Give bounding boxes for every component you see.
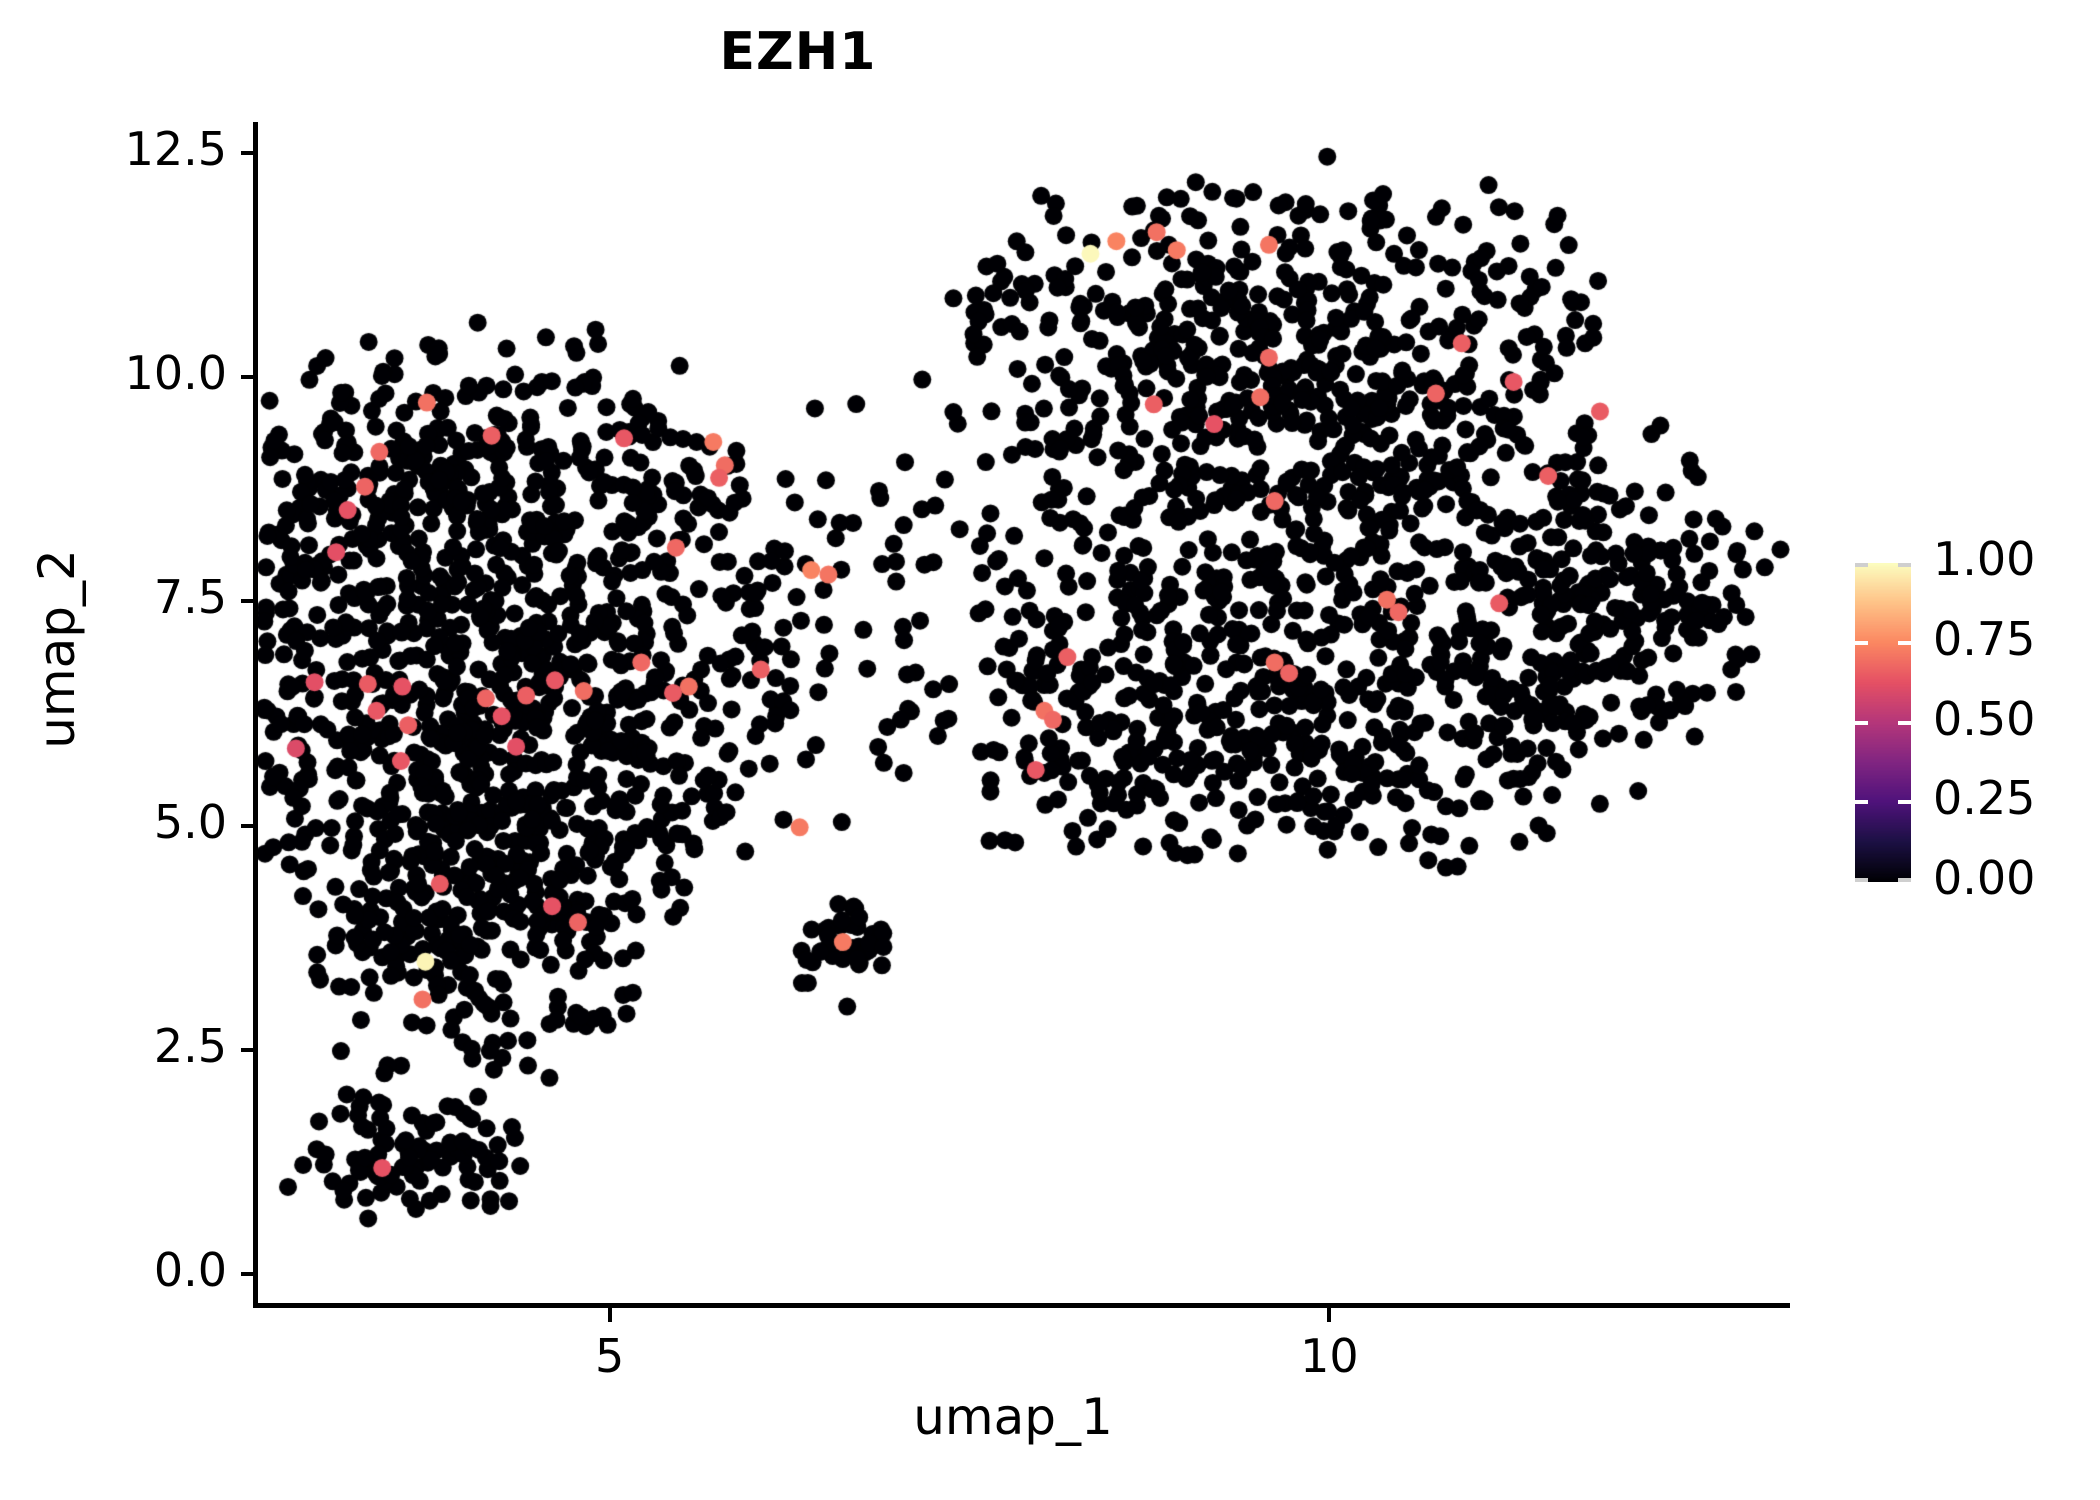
plot-area [257,122,1790,1305]
y-tick-mark [241,1047,255,1052]
colorbar-tick-label: 0.75 [1933,611,2036,666]
x-tick-mark [1327,1308,1332,1322]
colorbar-tick-mark [1898,800,1911,805]
x-tick-label: 10 [1300,1329,1359,1383]
page-title: EZH1 [0,22,2100,82]
plot-title-text: EZH1 [719,22,877,82]
y-tick-mark [241,823,255,828]
y-tick-mark [241,599,255,604]
x-axis-label: umap_1 [0,1388,2100,1446]
y-axis-label-text: umap_2 [28,549,86,749]
colorbar-tick-label: 1.00 [1933,532,2036,586]
y-tick-mark [241,1271,255,1276]
scatter-plot-canvas [257,122,1790,1305]
colorbar-tick-mark [1855,800,1868,805]
colorbar-tick-mark [1898,640,1911,645]
y-tick-label: 2.5 [153,1018,227,1073]
colorbar-tick-mark [1898,878,1911,882]
colorbar-tick-label: 0.50 [1933,691,2036,746]
colorbar-tick-label: 0.25 [1933,771,2036,826]
colorbar-tick-mark [1898,720,1911,725]
colorbar-tick-mark [1898,563,1911,567]
y-axis-label: umap_2 [28,399,86,899]
colorbar-tick-mark [1855,563,1868,567]
colorbar-tick-mark [1855,878,1868,882]
colorbar-tick-mark [1855,720,1868,725]
x-tick-label: 5 [595,1329,625,1383]
y-tick-label: 0.0 [153,1242,227,1297]
y-axis-spine [253,122,258,1305]
colorbar-tick-mark [1855,640,1868,645]
x-tick-mark [607,1308,612,1322]
y-tick-label: 10.0 [124,346,227,401]
y-tick-mark [241,151,255,156]
y-tick-mark [241,375,255,380]
y-tick-label: 12.5 [124,122,227,177]
colorbar-tick-label: 0.00 [1933,851,2036,905]
y-tick-label: 7.5 [153,570,227,625]
x-axis-label-text: umap_1 [913,1388,1113,1446]
y-tick-label: 5.0 [153,794,227,849]
x-axis-spine [253,1303,1790,1308]
